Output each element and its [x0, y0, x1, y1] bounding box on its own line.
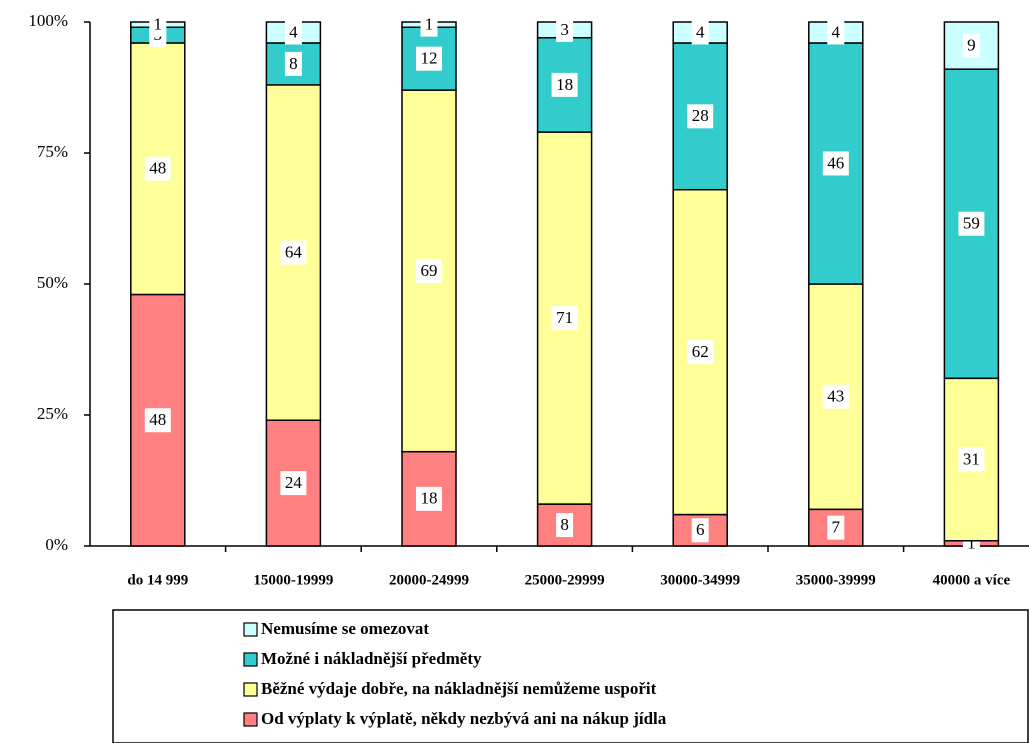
value-label: 8 — [289, 54, 298, 73]
legend-box — [112, 609, 1029, 743]
legend-label: Od výplaty k výplatě, někdy nezbývá ani … — [261, 709, 667, 728]
value-label: 71 — [556, 308, 573, 327]
value-label: 48 — [149, 159, 166, 178]
x-tick-label: 25000-29999 — [525, 572, 605, 588]
value-label-box — [144, 408, 171, 433]
value-label-box — [149, 12, 167, 37]
value-label-box — [687, 104, 714, 129]
legend-swatch — [243, 712, 258, 727]
value-label: 69 — [421, 261, 438, 280]
value-label-box — [416, 46, 442, 71]
y-tick-label: 100% — [28, 11, 68, 30]
value-label: 12 — [421, 49, 438, 68]
value-label-box — [144, 156, 171, 181]
x-tick-label: 15000-19999 — [253, 572, 333, 588]
value-label-box — [687, 340, 714, 365]
value-label: 46 — [827, 153, 844, 172]
value-label-box — [284, 51, 302, 76]
bar-segment — [265, 84, 322, 421]
value-label-box — [556, 17, 574, 42]
value-label: 18 — [556, 75, 573, 94]
value-label-box — [822, 151, 849, 176]
value-label: 24 — [285, 473, 303, 492]
value-label-box — [962, 33, 980, 58]
y-tick-label: 25% — [37, 404, 68, 423]
y-tick-label: 75% — [37, 142, 68, 161]
value-label-box — [551, 306, 578, 331]
value-label: 7 — [832, 518, 841, 537]
value-label-box — [958, 447, 985, 472]
legend-swatch — [243, 652, 258, 667]
legend-label: Nemusíme se omezovat — [261, 619, 429, 638]
legend-label: Možné i nákladnější předměty — [261, 649, 482, 668]
y-tick-label: 0% — [45, 535, 68, 554]
value-label: 4 — [832, 22, 841, 41]
y-tick-label: 50% — [37, 273, 68, 292]
legend-label: Běžné výdaje dobře, na nákladnější nemůž… — [261, 679, 657, 698]
value-label: 59 — [963, 214, 980, 233]
value-label: 9 — [967, 35, 976, 54]
value-label-box — [691, 518, 709, 543]
legend-swatch — [243, 682, 258, 697]
x-tick-label: do 14 999 — [127, 572, 188, 588]
value-label: 48 — [149, 410, 166, 429]
value-label: 18 — [421, 489, 438, 508]
x-tick-label: 20000-24999 — [389, 572, 469, 588]
legend-swatch — [243, 622, 258, 637]
value-label-box — [827, 20, 845, 45]
value-label: 4 — [696, 22, 705, 41]
value-label-box — [822, 384, 849, 409]
value-label-box — [958, 211, 985, 236]
value-label: 28 — [692, 106, 709, 125]
value-label-box — [420, 12, 438, 37]
bar-segment — [536, 36, 593, 133]
value-label-box — [556, 513, 574, 538]
value-label: 4 — [289, 22, 298, 41]
value-label: 64 — [285, 242, 303, 261]
value-label: 31 — [963, 449, 980, 468]
value-label-box — [416, 486, 442, 511]
value-label-box — [551, 72, 578, 97]
value-label: 1 — [425, 15, 434, 34]
x-tick-label: 40000 a více — [933, 572, 1011, 588]
x-tick-label: 35000-39999 — [796, 572, 876, 588]
value-label-box — [416, 258, 442, 283]
value-label: 1 — [967, 533, 976, 552]
value-label: 1 — [154, 15, 163, 34]
x-tick-label: 30000-34999 — [660, 572, 740, 588]
value-label-box — [284, 20, 302, 45]
value-label-box — [280, 471, 307, 496]
value-label: 3 — [560, 20, 569, 39]
value-label: 8 — [560, 515, 569, 534]
value-label-box — [280, 240, 307, 265]
value-label-box — [691, 20, 709, 45]
value-label: 6 — [696, 520, 705, 539]
bar-segment — [401, 89, 457, 453]
value-label-box — [827, 515, 845, 540]
value-label: 62 — [692, 342, 709, 361]
value-label: 43 — [827, 387, 844, 406]
